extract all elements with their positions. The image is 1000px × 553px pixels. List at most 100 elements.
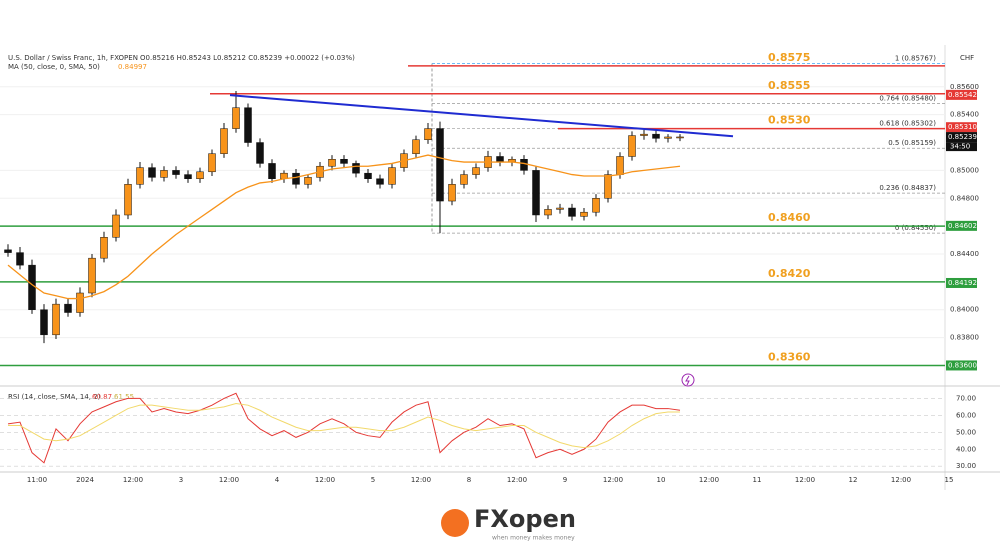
rsi-tick-label: 30.00 [956, 462, 976, 470]
x-tick-label: 10 [657, 476, 666, 484]
price-box-label: 0.83600 [948, 361, 977, 369]
candle-body [364, 172, 372, 180]
candle-body [16, 252, 24, 266]
ma-value: 0.84997 [118, 63, 147, 71]
candle-body [460, 174, 468, 185]
x-tick-label: 12:00 [507, 476, 527, 484]
candle-body [412, 139, 420, 154]
price-box-label: 0.84192 [948, 279, 977, 287]
candle-body [388, 167, 396, 185]
y-tick-label: 0.85600 [950, 83, 979, 91]
x-tick-label: 9 [563, 476, 567, 484]
level-label: 0.8575 [768, 51, 810, 64]
candle-body [340, 159, 348, 164]
x-tick-label: 12:00 [411, 476, 431, 484]
price-box [946, 122, 977, 133]
candle-body [40, 309, 48, 336]
countdown: 34:50 [950, 143, 970, 151]
x-tick-label: 12:00 [603, 476, 623, 484]
candle-body [568, 207, 576, 217]
candle-body [604, 174, 612, 199]
rsi-ma-value: 61.55 [114, 393, 134, 401]
candle-body [664, 136, 672, 139]
candle-body [112, 214, 120, 238]
rsi-title: RSI (14, close, SMA, 14, 2) [8, 393, 101, 401]
level-label: 0.8460 [768, 211, 811, 224]
candle-body [424, 128, 432, 140]
candle-body [208, 153, 216, 173]
candle-body [100, 237, 108, 259]
x-tick-label: 12:00 [315, 476, 335, 484]
candle-body [328, 159, 336, 167]
y-tick-label: 0.84000 [950, 306, 979, 314]
candle-body [196, 171, 204, 180]
candle-body [256, 142, 264, 164]
candle-body [28, 264, 36, 310]
fib-label: 0.764 (0.85480) [879, 95, 936, 103]
level-label: 0.8530 [768, 114, 811, 127]
price-box-label: 0.85310 [948, 123, 977, 131]
candle-body [304, 177, 312, 185]
candle-body [220, 128, 228, 154]
x-tick-label: 8 [467, 476, 471, 484]
candle-body [76, 292, 84, 313]
candle-body [184, 174, 192, 180]
currency: CHF [960, 54, 974, 62]
x-tick-label: 12:00 [699, 476, 719, 484]
rsi-line [7, 392, 681, 464]
candle-body [64, 303, 72, 313]
price-box [946, 360, 977, 371]
event-bolt [685, 375, 690, 386]
candle-body [448, 184, 456, 202]
y-tick-label: 0.84800 [950, 194, 979, 202]
rsi-line [8, 402, 680, 449]
countdown-box [946, 142, 977, 152]
x-tick-label: 12:00 [795, 476, 815, 484]
candle-body [472, 167, 480, 175]
event-icon[interactable] [681, 373, 695, 387]
candle-body [496, 156, 504, 163]
candle-body [172, 170, 180, 175]
fib-label: 0.618 (0.85302) [879, 119, 936, 127]
price-box [946, 277, 977, 288]
candle-body [580, 211, 588, 217]
rsi-value: 60.87 [92, 393, 112, 401]
candle-body [244, 107, 252, 143]
price-box-label: 0.85239 [948, 133, 977, 141]
candle-body [616, 156, 624, 175]
x-tick-label: 12:00 [219, 476, 239, 484]
rsi-tick-label: 50.00 [956, 428, 976, 436]
candle-body [628, 135, 636, 157]
rsi-tick-label: 40.00 [956, 445, 976, 453]
level-label: 0.8420 [768, 267, 811, 280]
level-label: 0.8360 [768, 350, 811, 363]
y-tick-label: 0.85000 [950, 166, 979, 174]
fib-label: 1 (0.85767) [895, 55, 936, 63]
fib-label: 0.236 (0.84837) [879, 184, 936, 192]
candle-body [52, 303, 60, 336]
candle-body [436, 128, 444, 202]
ma-line [7, 154, 681, 300]
x-tick-label: 11 [753, 476, 762, 484]
price-box [946, 89, 977, 100]
logo-mark [441, 509, 469, 537]
candle-body [4, 249, 12, 253]
candle-body [232, 107, 240, 129]
x-tick-label: 5 [371, 476, 375, 484]
level-label: 0.8555 [768, 79, 810, 92]
candle-body [124, 184, 132, 216]
x-tick-label: 12:00 [891, 476, 911, 484]
candle-body [592, 198, 600, 213]
candle-body [292, 172, 300, 185]
y-tick-label: 0.85400 [950, 111, 979, 119]
candle-body [652, 133, 660, 139]
x-tick-label: 15 [945, 476, 954, 484]
fib-label: 0.5 (0.85159) [888, 139, 936, 147]
candle-body [88, 257, 96, 294]
x-tick-label: 12 [849, 476, 858, 484]
rsi-tick-label: 60.00 [956, 411, 976, 419]
candle-body [640, 133, 648, 136]
price-box [946, 132, 977, 143]
price-box [946, 220, 977, 231]
